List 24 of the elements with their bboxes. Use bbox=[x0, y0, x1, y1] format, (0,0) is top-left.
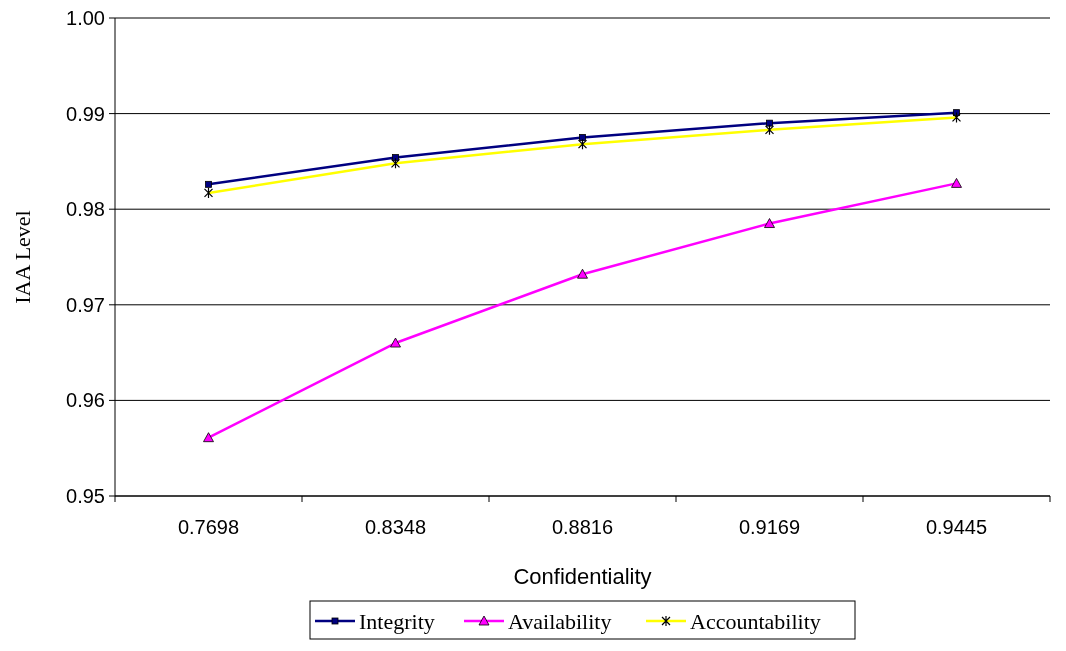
point bbox=[951, 177, 962, 188]
y-tick-label: 0.97 bbox=[66, 293, 105, 316]
legend-label: Accountability bbox=[690, 608, 821, 634]
y-axis-title: IAA Level bbox=[10, 210, 35, 304]
point bbox=[205, 180, 212, 188]
point bbox=[203, 432, 214, 443]
x-tick-label: 0.8816 bbox=[551, 516, 614, 538]
point bbox=[579, 134, 586, 141]
point bbox=[766, 119, 773, 127]
x-tick-label: 0.8348 bbox=[364, 516, 427, 538]
point bbox=[577, 268, 588, 279]
point bbox=[764, 218, 775, 228]
legend-label: Availability bbox=[508, 608, 612, 634]
y-tick-label: 1.00 bbox=[66, 7, 105, 29]
x-tick-label: 0.9169 bbox=[738, 516, 801, 538]
y-tick-label: 0.98 bbox=[66, 198, 105, 221]
point bbox=[390, 337, 401, 348]
y-tick-label: 0.95 bbox=[66, 485, 105, 507]
y-tick-label: 0.96 bbox=[66, 389, 105, 412]
x-axis-title: Confidentiality bbox=[513, 564, 652, 589]
x-tick-label: 0.9445 bbox=[925, 516, 988, 538]
y-tick-label: 0.99 bbox=[66, 102, 105, 125]
x-tick-label: 0.7698 bbox=[177, 516, 240, 538]
legend-label: Integrity bbox=[359, 608, 435, 634]
